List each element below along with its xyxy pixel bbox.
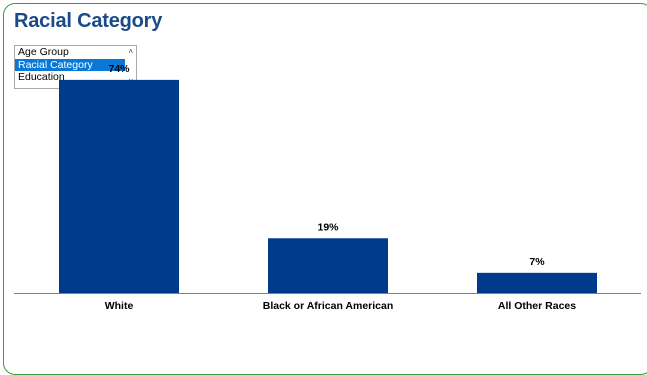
- bar-chart: 74% White 19% Black or African American 7% Al…: [14, 63, 641, 312]
- x-tick-label: White: [105, 300, 134, 312]
- bar: [59, 79, 179, 293]
- data-label: 7%: [529, 256, 545, 268]
- listbox-option-racial-category[interactable]: Racial Category: [15, 58, 125, 71]
- chevron-up-icon[interactable]: ˄: [128, 47, 133, 56]
- data-label: 19%: [317, 221, 339, 233]
- data-label: 74%: [108, 63, 130, 75]
- x-tick-label: Black or African American: [263, 300, 394, 312]
- listbox-option-education[interactable]: Education: [18, 71, 65, 83]
- bar: [477, 272, 597, 293]
- listbox-option-age-group[interactable]: Age Group: [18, 46, 69, 58]
- x-tick-label: All Other Races: [498, 300, 576, 312]
- bar: [268, 238, 388, 293]
- page-title: Racial Category: [14, 10, 163, 32]
